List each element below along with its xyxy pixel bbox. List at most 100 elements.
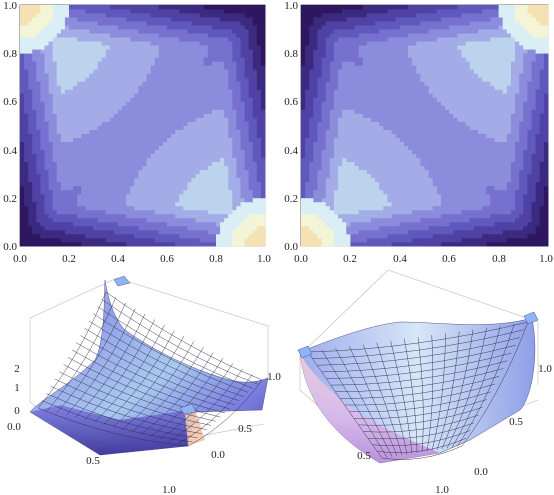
contour-cell [244, 137, 250, 142]
contour-cell [207, 49, 213, 54]
contour-cell [179, 65, 184, 70]
contour-cell [362, 185, 368, 191]
contour-cell [171, 37, 176, 42]
contour-cell [20, 185, 25, 191]
contour-cell [175, 37, 180, 42]
contour-cell [211, 133, 217, 138]
contour-cell [69, 117, 74, 122]
contour-cell [52, 113, 58, 118]
contour-cell [346, 173, 351, 179]
contour-cell [105, 149, 111, 155]
contour-cell [142, 85, 147, 90]
contour-cell [130, 233, 135, 239]
contour-cell [375, 157, 380, 163]
contour-cell [93, 189, 98, 195]
contour-cell [60, 229, 66, 235]
contour-cell [179, 13, 184, 18]
contour-cell [64, 9, 70, 14]
contour-cell [317, 69, 322, 74]
contour-cell [228, 229, 233, 235]
contour-cell [191, 49, 196, 54]
contour-cell [150, 17, 156, 22]
contour-cell [358, 17, 364, 22]
contour-cell [64, 45, 70, 50]
contour-cell [93, 49, 98, 54]
contour-cell [167, 73, 172, 78]
contour-cell [130, 137, 135, 142]
contour-cell [142, 133, 147, 138]
contour-cell [317, 73, 322, 78]
contour-cell [64, 49, 70, 54]
contour-cell [101, 97, 107, 102]
contour-cell [191, 5, 196, 10]
contour-cell [260, 9, 266, 14]
contour-cell [309, 33, 314, 38]
contour-cell [122, 49, 127, 54]
contour-cell [379, 29, 384, 34]
contour-cell [171, 169, 176, 175]
contour-cell [329, 145, 335, 150]
contour-cell [220, 105, 225, 110]
contour-cell [179, 9, 184, 14]
contour-cell [313, 117, 318, 122]
contour-cell [313, 65, 318, 70]
contour-cell [32, 229, 37, 235]
contour-cell [195, 125, 201, 130]
contour-cell [387, 105, 392, 110]
contour-cell [89, 125, 94, 130]
contour-cell [256, 137, 262, 142]
contour-cell [203, 193, 209, 199]
contour-cell [56, 9, 62, 14]
contour-cell [150, 181, 156, 187]
contour-cell [44, 205, 49, 211]
contour-cell [60, 101, 66, 106]
contour-cell [248, 177, 254, 183]
contour-cell [122, 41, 127, 46]
contour-cell [85, 5, 90, 10]
contour-cell [113, 237, 119, 243]
contour-cell [28, 49, 33, 54]
contour-cell [244, 217, 250, 223]
contour-cell [183, 193, 188, 199]
contour-cell [109, 173, 115, 179]
contour-cell [150, 113, 156, 118]
contour-cell [366, 25, 372, 30]
contour-cell [109, 157, 115, 163]
contour-cell [333, 41, 339, 46]
contour-cell [101, 161, 107, 167]
contour-cell [36, 169, 41, 175]
contour-cell [325, 9, 331, 14]
contour-cell [52, 241, 58, 247]
contour-cell [52, 121, 58, 126]
contour-cell [379, 133, 384, 138]
contour-cell [260, 49, 266, 54]
contour-cell [216, 121, 221, 126]
contour-cell [73, 149, 78, 155]
contour-cell [118, 141, 123, 146]
contour-cell [150, 109, 156, 114]
contour-cell [220, 233, 225, 239]
contour-cell [362, 125, 368, 130]
contour-cell [232, 189, 237, 195]
contour-cell [93, 185, 98, 191]
contour-cell [195, 197, 201, 203]
contour-cell [216, 181, 221, 187]
contour-cell [105, 129, 111, 134]
contour-cell [56, 145, 62, 150]
contour-cell [207, 89, 213, 94]
contour-cell [122, 65, 127, 70]
contour-cell [387, 241, 392, 247]
contour-cell [317, 77, 322, 82]
contour-cell [338, 33, 343, 38]
contour-cell [171, 161, 176, 167]
contour-cell [342, 149, 347, 155]
contour-cell [366, 149, 372, 155]
contour-cell [220, 81, 225, 86]
contour-cell [73, 77, 78, 82]
contour-cell [167, 189, 172, 195]
contour-cell [138, 157, 143, 163]
contour-cell [248, 181, 254, 187]
contour-cell [179, 213, 184, 219]
contour-cell [171, 93, 176, 98]
contour-cell [370, 213, 376, 219]
